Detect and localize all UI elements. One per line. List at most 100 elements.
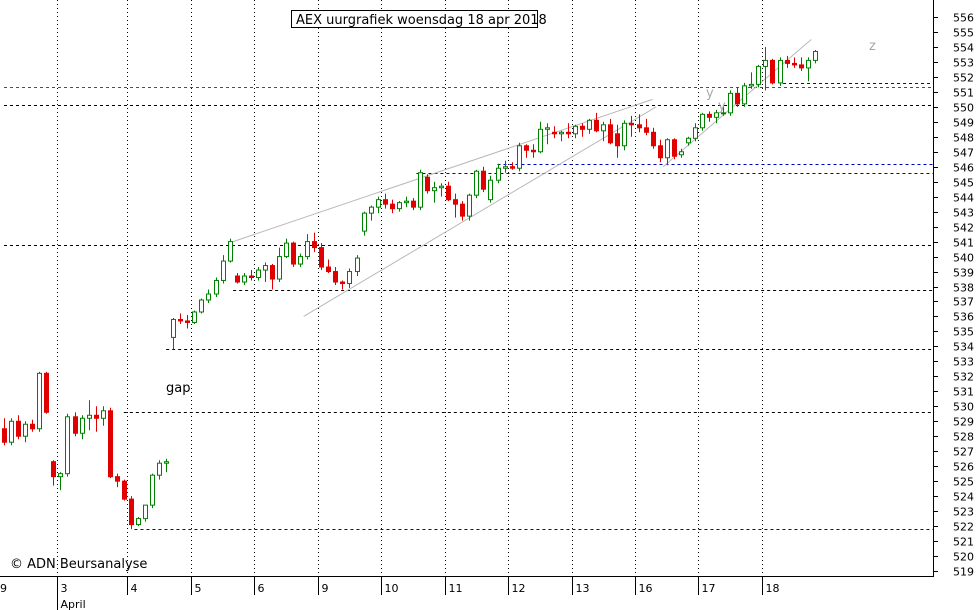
x-tick-label-5: 9 bbox=[322, 582, 329, 595]
candle-body bbox=[256, 269, 261, 279]
x-tick-label-0: 9 bbox=[0, 582, 7, 595]
candle-12 bbox=[87, 400, 92, 431]
candle-body bbox=[73, 416, 78, 434]
candle-body bbox=[143, 504, 148, 520]
candle-body bbox=[94, 414, 99, 419]
candle-body bbox=[481, 170, 486, 190]
candle-113 bbox=[799, 57, 804, 71]
candle-54 bbox=[383, 193, 388, 209]
candle-body bbox=[721, 112, 726, 115]
candle-104 bbox=[735, 87, 740, 107]
candle-33 bbox=[235, 273, 240, 284]
y-tick-label-531: 531 bbox=[953, 386, 974, 399]
candle-body bbox=[517, 145, 522, 169]
candle-53 bbox=[376, 196, 381, 214]
candle-body bbox=[707, 113, 712, 118]
candle-body bbox=[284, 242, 289, 258]
candle-11 bbox=[80, 415, 85, 440]
candle-body bbox=[503, 166, 508, 169]
candle-43 bbox=[305, 234, 310, 260]
x-tick-label-1: 3 bbox=[61, 582, 68, 595]
x-tick-label-4: 6 bbox=[258, 582, 265, 595]
candle-body bbox=[214, 280, 219, 295]
candle-body bbox=[305, 241, 310, 258]
candle-body bbox=[573, 125, 578, 135]
y-tick-label-553: 553 bbox=[953, 57, 974, 70]
y-tick-label-522: 522 bbox=[953, 521, 974, 534]
candle-112 bbox=[792, 57, 797, 68]
candle-78 bbox=[552, 126, 557, 139]
candle-body bbox=[206, 293, 211, 301]
candle-106 bbox=[749, 72, 754, 89]
candle-75 bbox=[531, 144, 536, 158]
y-tick-label-544: 544 bbox=[953, 192, 974, 205]
candle-body bbox=[552, 131, 557, 135]
candle-body bbox=[87, 414, 92, 419]
candle-9 bbox=[65, 413, 70, 477]
candle-body bbox=[799, 64, 804, 69]
candle-body bbox=[566, 131, 571, 135]
candle-44 bbox=[312, 232, 317, 253]
candle-4 bbox=[30, 419, 35, 432]
y-tick-label-556: 556 bbox=[953, 12, 974, 25]
x-axis-ticks: 9 3 4 5 6 9 10 11 12 13 16 17 18 bbox=[0, 576, 780, 595]
candle-body bbox=[115, 476, 120, 482]
y-tick-label-526: 526 bbox=[953, 461, 974, 474]
candle-body bbox=[263, 265, 268, 271]
candle-81 bbox=[573, 124, 578, 139]
candle-body bbox=[806, 59, 811, 69]
candle-body bbox=[608, 124, 613, 144]
candle-body bbox=[679, 151, 684, 156]
candle-body bbox=[446, 185, 451, 201]
x-tick-label-10: 16 bbox=[639, 582, 653, 595]
candle-49 bbox=[347, 268, 352, 289]
candle-3 bbox=[23, 421, 28, 443]
candle-body bbox=[460, 203, 465, 217]
candle-102 bbox=[721, 105, 726, 116]
candle-38 bbox=[270, 264, 275, 290]
x-tick-label-6: 10 bbox=[385, 582, 399, 595]
candle-57 bbox=[404, 196, 409, 208]
candle-10 bbox=[73, 412, 78, 437]
y-tick-label-552: 552 bbox=[953, 72, 974, 85]
candle-73 bbox=[517, 142, 522, 172]
candle-body bbox=[30, 423, 35, 430]
candle-body bbox=[580, 125, 585, 130]
candle-body bbox=[9, 420, 14, 443]
candle-body bbox=[171, 318, 176, 338]
y-tick-label-546: 546 bbox=[953, 162, 974, 175]
candle-70 bbox=[496, 163, 501, 184]
candle-23 bbox=[164, 458, 169, 473]
candle-body bbox=[735, 92, 740, 105]
candle-96 bbox=[679, 148, 684, 158]
candle-body bbox=[672, 139, 677, 157]
candle-body bbox=[615, 133, 620, 147]
y-tick-label-550: 550 bbox=[953, 102, 974, 115]
y-tick-label-520: 520 bbox=[953, 551, 974, 564]
candle-body bbox=[199, 299, 204, 313]
candle-body bbox=[192, 311, 197, 323]
candle-94 bbox=[665, 138, 670, 166]
candle-body bbox=[221, 260, 226, 282]
y-tick-label-524: 524 bbox=[953, 491, 974, 504]
y-tick-label-551: 551 bbox=[953, 87, 974, 100]
candle-body bbox=[362, 212, 367, 232]
candle-body bbox=[792, 62, 797, 66]
candle-89 bbox=[629, 115, 634, 137]
candle-body bbox=[80, 417, 85, 434]
candle-52 bbox=[369, 205, 374, 221]
candle-31 bbox=[221, 255, 226, 284]
candle-97 bbox=[686, 136, 691, 146]
candle-108 bbox=[763, 46, 768, 91]
candle-body bbox=[665, 139, 670, 159]
chart-title: AEX uurgrafiek woensdag 18 apr 2018 bbox=[296, 13, 547, 28]
candle-body bbox=[390, 203, 395, 210]
candle-18 bbox=[129, 496, 134, 530]
candle-100 bbox=[707, 111, 712, 122]
y-tick-label-523: 523 bbox=[953, 506, 974, 519]
candle-74 bbox=[524, 144, 529, 158]
title-box bbox=[291, 10, 538, 28]
candle-51 bbox=[362, 211, 367, 236]
candle-48 bbox=[340, 280, 345, 290]
